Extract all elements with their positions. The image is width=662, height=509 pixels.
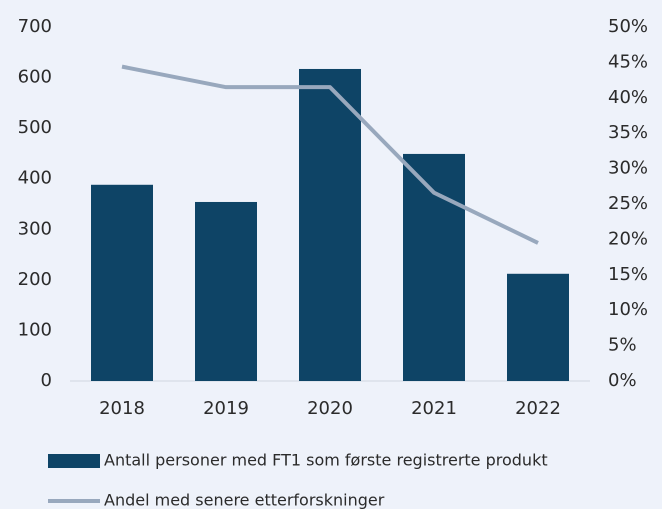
y-tick-label: 400	[18, 168, 52, 189]
y2-tick-label: 30%	[608, 158, 648, 179]
y2-tick-label: 20%	[608, 228, 648, 249]
y2-tick-label: 5%	[608, 335, 637, 356]
bar	[299, 68, 361, 381]
x-tick-label: 2021	[411, 398, 457, 419]
y-tick-label: 300	[18, 218, 52, 239]
bar	[91, 184, 153, 381]
y2-tick-label: 25%	[608, 193, 648, 214]
y2-tick-label: 45%	[608, 51, 648, 72]
y-tick-label: 500	[18, 117, 52, 138]
y2-tick-label: 15%	[608, 264, 648, 285]
y-tick-label: 600	[18, 67, 52, 88]
x-tick-label: 2020	[307, 398, 353, 419]
legend-label: Andel med senere etterforskninger	[104, 491, 385, 509]
y2-tick-label: 50%	[608, 16, 648, 37]
x-tick-label: 2018	[99, 398, 145, 419]
line	[121, 64, 539, 245]
y2-tick-label: 40%	[608, 87, 648, 108]
y-tick-label: 200	[18, 269, 52, 290]
y-tick-label: 700	[18, 16, 52, 37]
legend-label: Antall personer med FT1 som første regis…	[104, 451, 548, 470]
x-tick-label: 2019	[203, 398, 249, 419]
bar	[195, 201, 257, 381]
bar	[403, 153, 465, 381]
bar	[507, 273, 569, 381]
legend: Antall personer med FT1 som første regis…	[48, 451, 548, 509]
y2-tick-label: 0%	[608, 370, 637, 391]
y2-tick-label: 35%	[608, 122, 648, 143]
x-tick-label: 2022	[515, 398, 561, 419]
y-tick-label: 100	[18, 319, 52, 340]
legend-swatch	[48, 454, 100, 468]
y2-tick-label: 10%	[608, 299, 648, 320]
y-tick-label: 0	[41, 370, 52, 391]
